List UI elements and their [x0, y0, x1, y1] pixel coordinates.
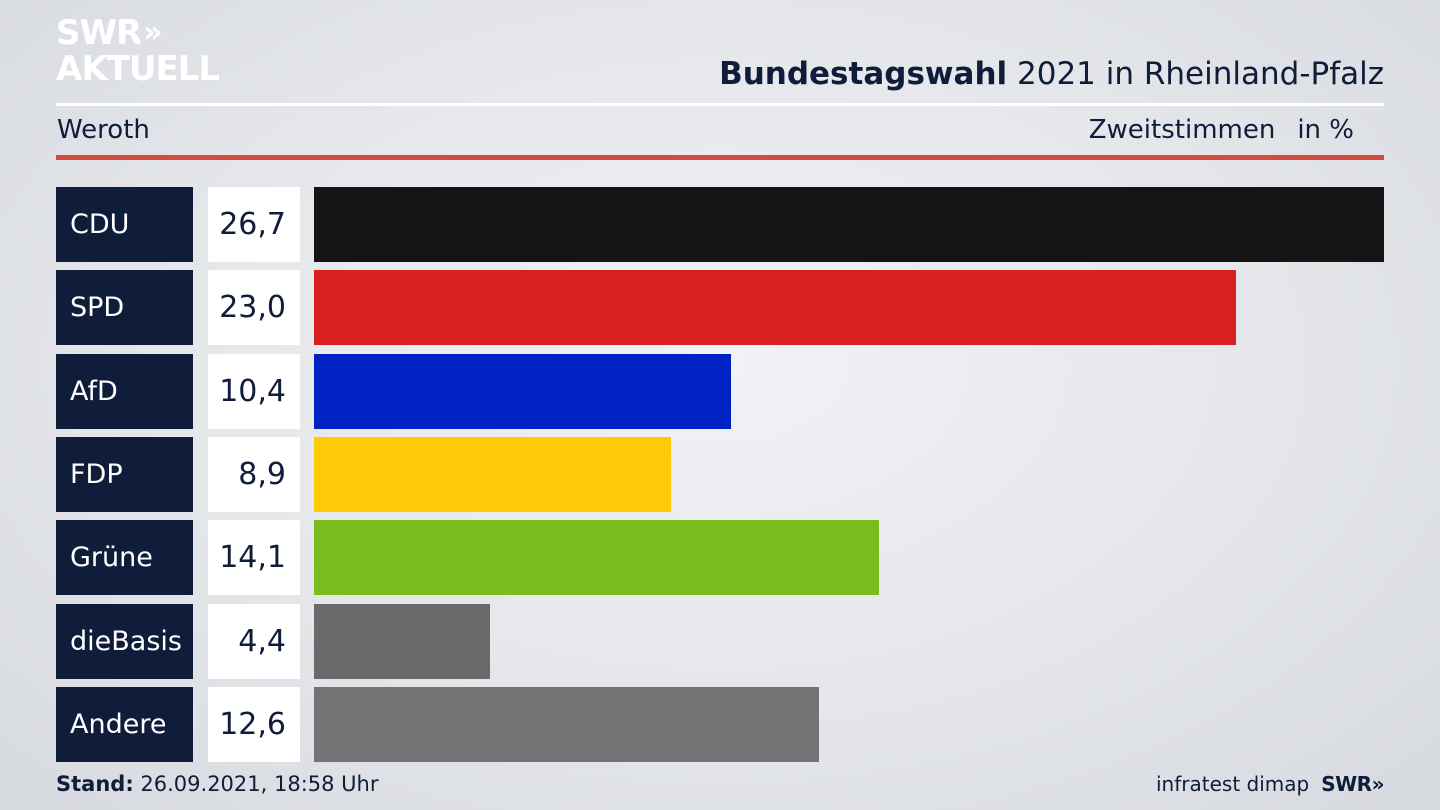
bar [314, 187, 1384, 262]
swr-aktuell-logo: SWR» AKTUELL [56, 13, 220, 89]
value-label: 10,4 [208, 354, 300, 429]
region-name: Weroth [57, 115, 150, 145]
bar [314, 687, 819, 762]
bar-row: Andere 12,6 [56, 687, 1384, 762]
source-name: infratest dimap [1156, 772, 1310, 796]
value-label: 12,6 [208, 687, 300, 762]
bar [314, 604, 490, 679]
bar-row: FDP 8,9 [56, 437, 1384, 512]
bar [314, 270, 1236, 345]
timestamp-label: Stand: [56, 772, 134, 796]
bar [314, 437, 671, 512]
party-label: Grüne [56, 520, 193, 595]
bar-row: CDU 26,7 [56, 187, 1384, 262]
bar-row: Grüne 14,1 [56, 520, 1384, 595]
metric-label: Zweitstimmen in % [1089, 115, 1354, 145]
value-label: 4,4 [208, 604, 300, 679]
party-label: SPD [56, 270, 193, 345]
source-credit: infratest dimap SWR» [1156, 772, 1384, 796]
bar-row: dieBasis 4,4 [56, 604, 1384, 679]
unit-label: in % [1297, 115, 1354, 145]
chart-title: Bundestagswahl 2021 in Rheinland-Pfalz [719, 56, 1384, 92]
logo-chevrons-icon: » [143, 15, 163, 50]
accent-divider [56, 155, 1384, 160]
chart-title-rest: 2021 in Rheinland-Pfalz [1007, 56, 1384, 92]
party-label: AfD [56, 354, 193, 429]
party-label: CDU [56, 187, 193, 262]
header-divider [56, 103, 1384, 106]
chart-title-bold: Bundestagswahl [719, 56, 1008, 92]
bar [314, 520, 879, 595]
logo-aktuell-text: AKTUELL [56, 49, 220, 89]
party-label: Andere [56, 687, 193, 762]
party-label: FDP [56, 437, 193, 512]
swr-footer-logo: SWR» [1321, 772, 1384, 796]
bar [314, 354, 731, 429]
timestamp: Stand: 26.09.2021, 18:58 Uhr [56, 772, 379, 796]
party-label: dieBasis [56, 604, 193, 679]
metric-name: Zweitstimmen [1088, 115, 1276, 145]
value-label: 23,0 [208, 270, 300, 345]
value-label: 8,9 [208, 437, 300, 512]
timestamp-value: 26.09.2021, 18:58 Uhr [133, 772, 379, 796]
bar-row: AfD 10,4 [56, 354, 1384, 429]
value-label: 26,7 [208, 187, 300, 262]
bar-row: SPD 23,0 [56, 270, 1384, 345]
value-label: 14,1 [208, 520, 300, 595]
logo-swr-text: SWR [56, 13, 142, 53]
